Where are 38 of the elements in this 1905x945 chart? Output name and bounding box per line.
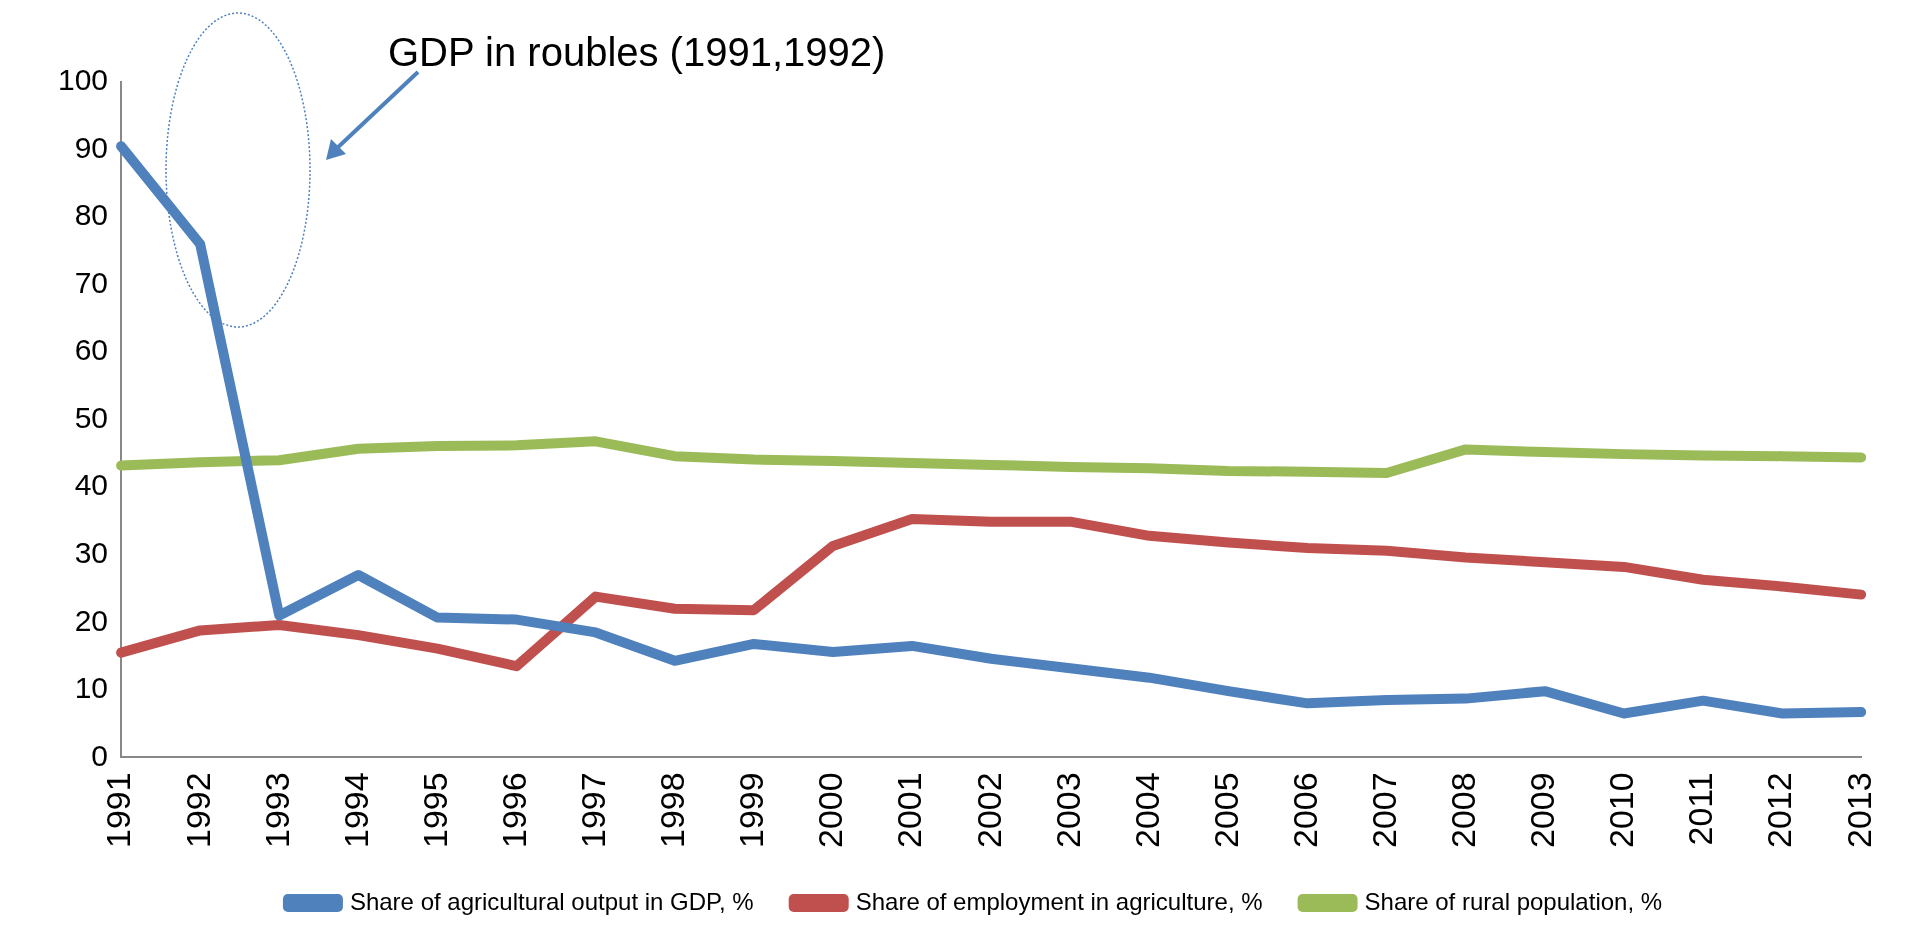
- x-tick-label: 1992: [178, 772, 217, 848]
- y-tick-label: 20: [74, 603, 109, 637]
- x-tick-label: 2013: [1839, 772, 1878, 848]
- x-tick-label: 2010: [1602, 772, 1641, 848]
- x-tick-label: 2004: [1127, 772, 1166, 848]
- x-tick-label: 2000: [811, 772, 850, 848]
- x-tick-label: 2012: [1760, 772, 1799, 848]
- x-tick-label: 2009: [1523, 772, 1562, 848]
- x-tick-label: 2007: [1364, 772, 1403, 848]
- y-tick-label: 0: [91, 738, 109, 772]
- x-tick-label: 1993: [257, 772, 296, 848]
- x-tick-label: 2002: [969, 772, 1008, 848]
- x-tick-label: 1994: [336, 772, 375, 848]
- legend-label: Share of employment in agriculture, %: [855, 887, 1263, 915]
- legend-label: Share of agricultural output in GDP, %: [349, 887, 754, 915]
- y-tick-label: 60: [74, 333, 109, 367]
- x-tick-label: 1997: [574, 772, 613, 848]
- y-tick-label: 70: [74, 265, 109, 299]
- x-tick-label: 2003: [1048, 772, 1087, 848]
- y-tick-label: 10: [74, 671, 109, 705]
- x-tick-label: 2008: [1444, 772, 1483, 848]
- x-tick-label: 1999: [732, 772, 771, 848]
- x-tick-label: 2011: [1681, 772, 1720, 846]
- x-tick-label: 1996: [494, 772, 533, 848]
- legend-label: Share of rural population, %: [1364, 887, 1663, 915]
- y-tick-label: 30: [74, 536, 109, 570]
- x-tick-label: 1995: [415, 772, 454, 848]
- y-tick-label: 50: [74, 400, 109, 434]
- x-tick-label: 2001: [890, 772, 929, 848]
- y-tick-label: 80: [74, 198, 109, 232]
- y-tick-label: 40: [74, 468, 109, 502]
- x-tick-label: 2005: [1206, 772, 1245, 848]
- x-tick-label: 1998: [653, 772, 692, 848]
- x-tick-label: 2006: [1285, 772, 1324, 848]
- y-tick-label: 90: [74, 130, 109, 164]
- text: GDP in roubles (1991,1992): [388, 30, 886, 75]
- x-tick-label: 1991: [99, 772, 138, 848]
- y-tick-label: 100: [57, 63, 109, 97]
